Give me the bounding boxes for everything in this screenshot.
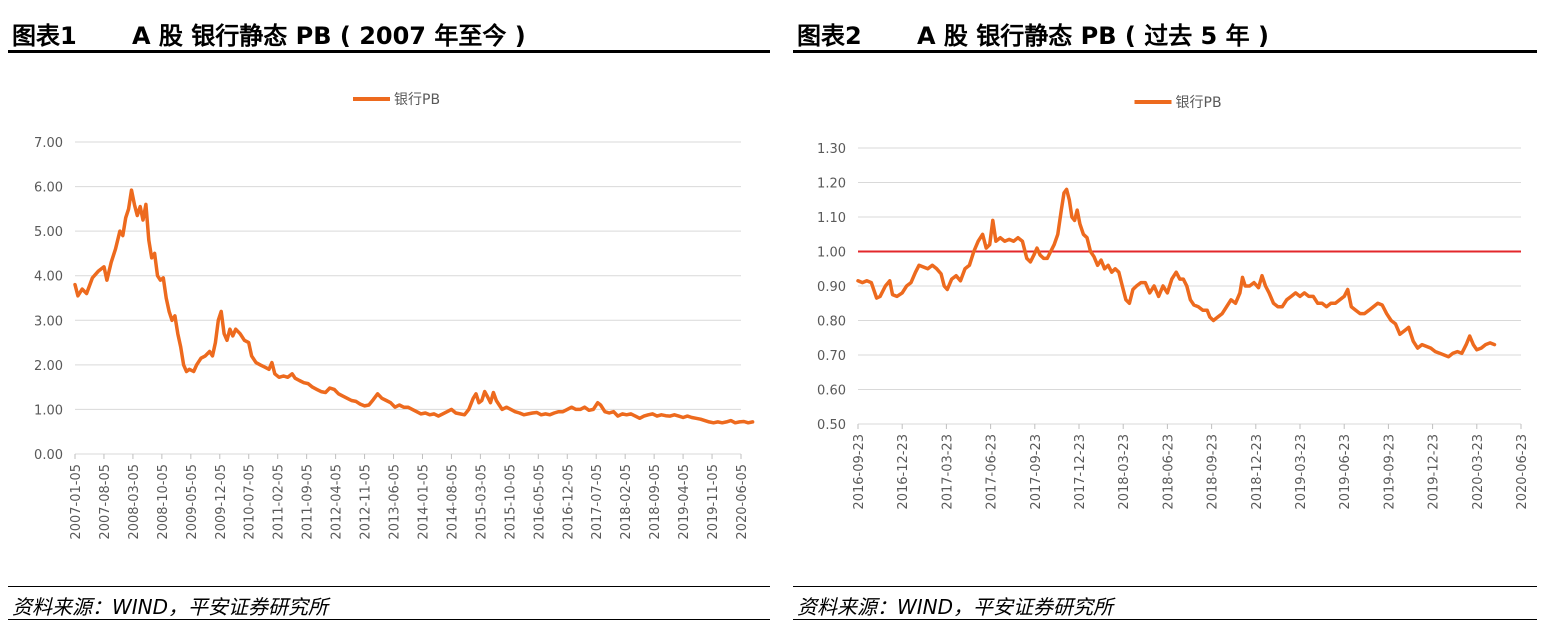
x-tick-label: 2016-12-23 (896, 434, 911, 510)
figure-2-source: 资料来源：WIND，平安证券研究所 (797, 595, 1114, 619)
x-tick-label: 2009-05-05 (185, 464, 200, 540)
figure-2-number: 图表2 (797, 22, 862, 50)
y-tick-label: 0.80 (817, 315, 846, 330)
legend-label: 银行PB (1176, 95, 1222, 111)
series-line (856, 187, 1497, 359)
x-tick-label: 2016-12-05 (561, 464, 576, 540)
x-tick-label: 2018-06-23 (1161, 434, 1176, 510)
figure-1-header: 图表1 A 股 银行静态 PB ( 2007 年至今 ) (8, 14, 770, 53)
x-tick-label: 2008-03-05 (127, 464, 142, 540)
x-tick-label: 2014-08-05 (445, 464, 460, 540)
x-tick-label: 2018-09-23 (1206, 434, 1221, 510)
x-tick-label: 2014-01-05 (416, 464, 431, 540)
figure-1-title: A 股 银行静态 PB ( 2007 年至今 ) (132, 22, 526, 50)
chart-1: 0.00 1.00 2.00 3.00 4.00 5.00 6.00 7.00 2007-01-… (34, 92, 755, 540)
y-tick-label: 2.00 (34, 359, 63, 374)
y-tick-label: 7.00 (34, 136, 63, 151)
figure-1-source: 资料来源：WIND，平安证券研究所 (12, 595, 329, 619)
figure-2-title-text: 图表2 A 股 银行静态 PB ( 过去 5 年 ) (797, 16, 1269, 51)
x-tick-label: 2017-09-23 (1029, 434, 1044, 510)
x-tick-label: 2015-03-05 (474, 464, 489, 540)
y-tick-label: 0.70 (817, 349, 846, 364)
x-tick-label: 2018-09-05 (648, 464, 663, 540)
y-tick-label: 1.30 (817, 142, 846, 157)
x-tick-label: 2018-02-05 (619, 464, 634, 540)
x-tick-label: 2012-04-05 (330, 464, 345, 540)
y-tick-label: 0.90 (817, 280, 846, 295)
figure-2: 图表2 A 股 银行静态 PB ( 过去 5 年 ) 0.50 0.60 0.70 0.… (793, 0, 1537, 624)
x-tick-label: 2018-03-23 (1117, 434, 1132, 510)
x-tick-label: 2009-12-05 (214, 464, 229, 540)
x-tick-label: 2016-05-05 (532, 464, 547, 540)
x-tick-label: 2019-03-23 (1294, 434, 1309, 510)
y-tick-label: 0.00 (34, 448, 63, 463)
x-tick-label: 2015-10-05 (503, 464, 518, 540)
x-tick-label: 2020-06-23 (1515, 434, 1530, 510)
y-tick-label: 4.00 (34, 270, 63, 285)
figure-1-number: 图表1 (12, 22, 77, 50)
x-tick-label: 2012-11-05 (359, 464, 374, 540)
x-tick-label: 2020-06-05 (735, 464, 750, 540)
x-tick-label: 2018-12-23 (1250, 434, 1265, 510)
x-tick-label: 2011-09-05 (301, 464, 316, 540)
figure-2-header: 图表2 A 股 银行静态 PB ( 过去 5 年 ) (793, 14, 1537, 53)
x-tick-label: 2017-12-23 (1073, 434, 1088, 510)
x-tick-label: 2017-07-05 (590, 464, 605, 540)
x-tick-label: 2019-06-23 (1338, 434, 1353, 510)
chart-2: 0.50 0.60 0.70 0.80 0.90 1.00 1.10 1.20 1.30 2016… (817, 95, 1530, 510)
y-tick-label: 1.20 (817, 177, 846, 192)
figure-1-source-bar: 资料来源：WIND，平安证券研究所 (8, 586, 770, 620)
x-tick-label: 2011-02-05 (272, 464, 287, 540)
x-tick-label: 2019-04-05 (677, 464, 692, 540)
y-tick-label: 3.00 (34, 314, 63, 329)
x-tick-label: 2017-03-23 (940, 434, 955, 510)
y-tick-label: 0.60 (817, 384, 846, 399)
x-tick-label: 2019-09-23 (1382, 434, 1397, 510)
x-tick-label: 2019-12-23 (1427, 434, 1442, 510)
figure-1-title-text: 图表1 A 股 银行静态 PB ( 2007 年至今 ) (12, 16, 526, 51)
x-tick-label: 2019-11-05 (706, 464, 721, 540)
x-tick-label: 2020-03-23 (1471, 434, 1486, 510)
y-tick-label: 1.10 (817, 211, 846, 226)
figure-2-title: A 股 银行静态 PB ( 过去 5 年 ) (917, 22, 1269, 50)
series-line (73, 188, 755, 425)
x-tick-label: 2008-10-05 (156, 464, 171, 540)
x-tick-label: 2010-07-05 (243, 464, 258, 540)
figure-2-source-bar: 资料来源：WIND，平安证券研究所 (793, 586, 1537, 620)
x-tick-label: 2007-01-05 (69, 464, 84, 540)
x-tick-label: 2016-09-23 (852, 434, 867, 510)
x-tick-label: 2017-06-23 (985, 434, 1000, 510)
x-tick-label: 2013-06-05 (388, 464, 403, 540)
y-tick-label: 0.50 (817, 418, 846, 433)
figure-1: 图表1 A 股 银行静态 PB ( 2007 年至今 ) 0.00 1.00 2.00… (8, 0, 770, 624)
y-tick-label: 5.00 (34, 225, 63, 240)
y-tick-label: 1.00 (34, 403, 63, 418)
y-tick-label: 6.00 (34, 181, 63, 196)
legend-label: 银行PB (394, 92, 440, 108)
x-tick-label: 2007-08-05 (98, 464, 113, 540)
y-tick-label: 1.00 (817, 246, 846, 261)
